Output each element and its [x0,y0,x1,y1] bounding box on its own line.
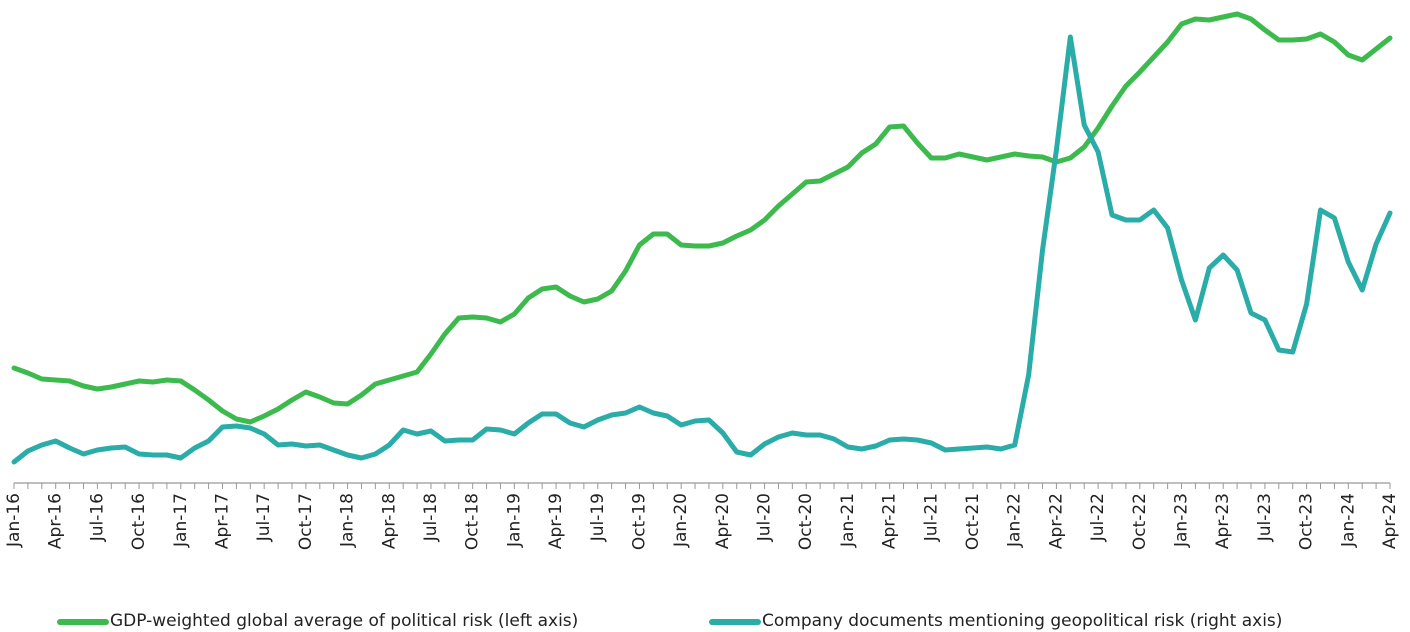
x-tick-label: Jul-18 [421,493,441,542]
x-tick-label: Oct-17 [296,493,316,550]
x-tick-label: Oct-20 [796,493,816,550]
x-tick-label: Jul-20 [755,493,775,542]
x-tick-label: Oct-18 [463,493,483,550]
x-tick-label: Apr-19 [546,493,566,549]
x-tick-label: Apr-23 [1213,493,1233,549]
x-tick-label: Jan-22 [1005,493,1025,548]
x-tick-label: Jul-21 [921,493,941,542]
x-tick-label: Oct-22 [1130,493,1150,550]
x-tick-label: Oct-16 [129,493,149,550]
x-tick-label: Jan-19 [504,493,524,548]
x-tick-label: Jul-16 [87,493,107,542]
legend-label: GDP-weighted global average of political… [110,611,578,631]
x-tick-label: Apr-17 [212,493,232,549]
x-tick-label: Jul-19 [588,493,608,542]
x-tick-label: Oct-21 [963,493,983,550]
x-tick-label: Jan-23 [1172,493,1192,548]
x-tick-label: Oct-23 [1297,493,1317,550]
x-tick-label: Jul-22 [1088,493,1108,542]
x-tick-label: Jan-20 [671,493,691,548]
x-tick-label: Jul-23 [1255,493,1275,542]
x-tick-label: Apr-21 [880,493,900,549]
x-tick-label: Apr-22 [1046,493,1066,549]
x-tick-label: Jan-24 [1338,493,1358,548]
x-tick-label: Jan-16 [4,493,24,548]
x-tick-label: Apr-20 [713,493,733,549]
x-tick-label: Jan-21 [838,493,858,548]
x-tick-label: Apr-18 [379,493,399,549]
x-tick-label: Jul-17 [254,493,274,542]
x-tick-label: Jan-18 [338,493,358,548]
x-tick-label: Jan-17 [171,493,191,548]
legend-label: Company documents mentioning geopolitica… [762,611,1282,631]
series-line [11,34,1393,465]
x-tick-label: Apr-16 [46,493,66,549]
x-tick-label: Apr-24 [1380,493,1400,549]
x-tick-label: Oct-19 [629,493,649,550]
series-line [11,11,1393,425]
